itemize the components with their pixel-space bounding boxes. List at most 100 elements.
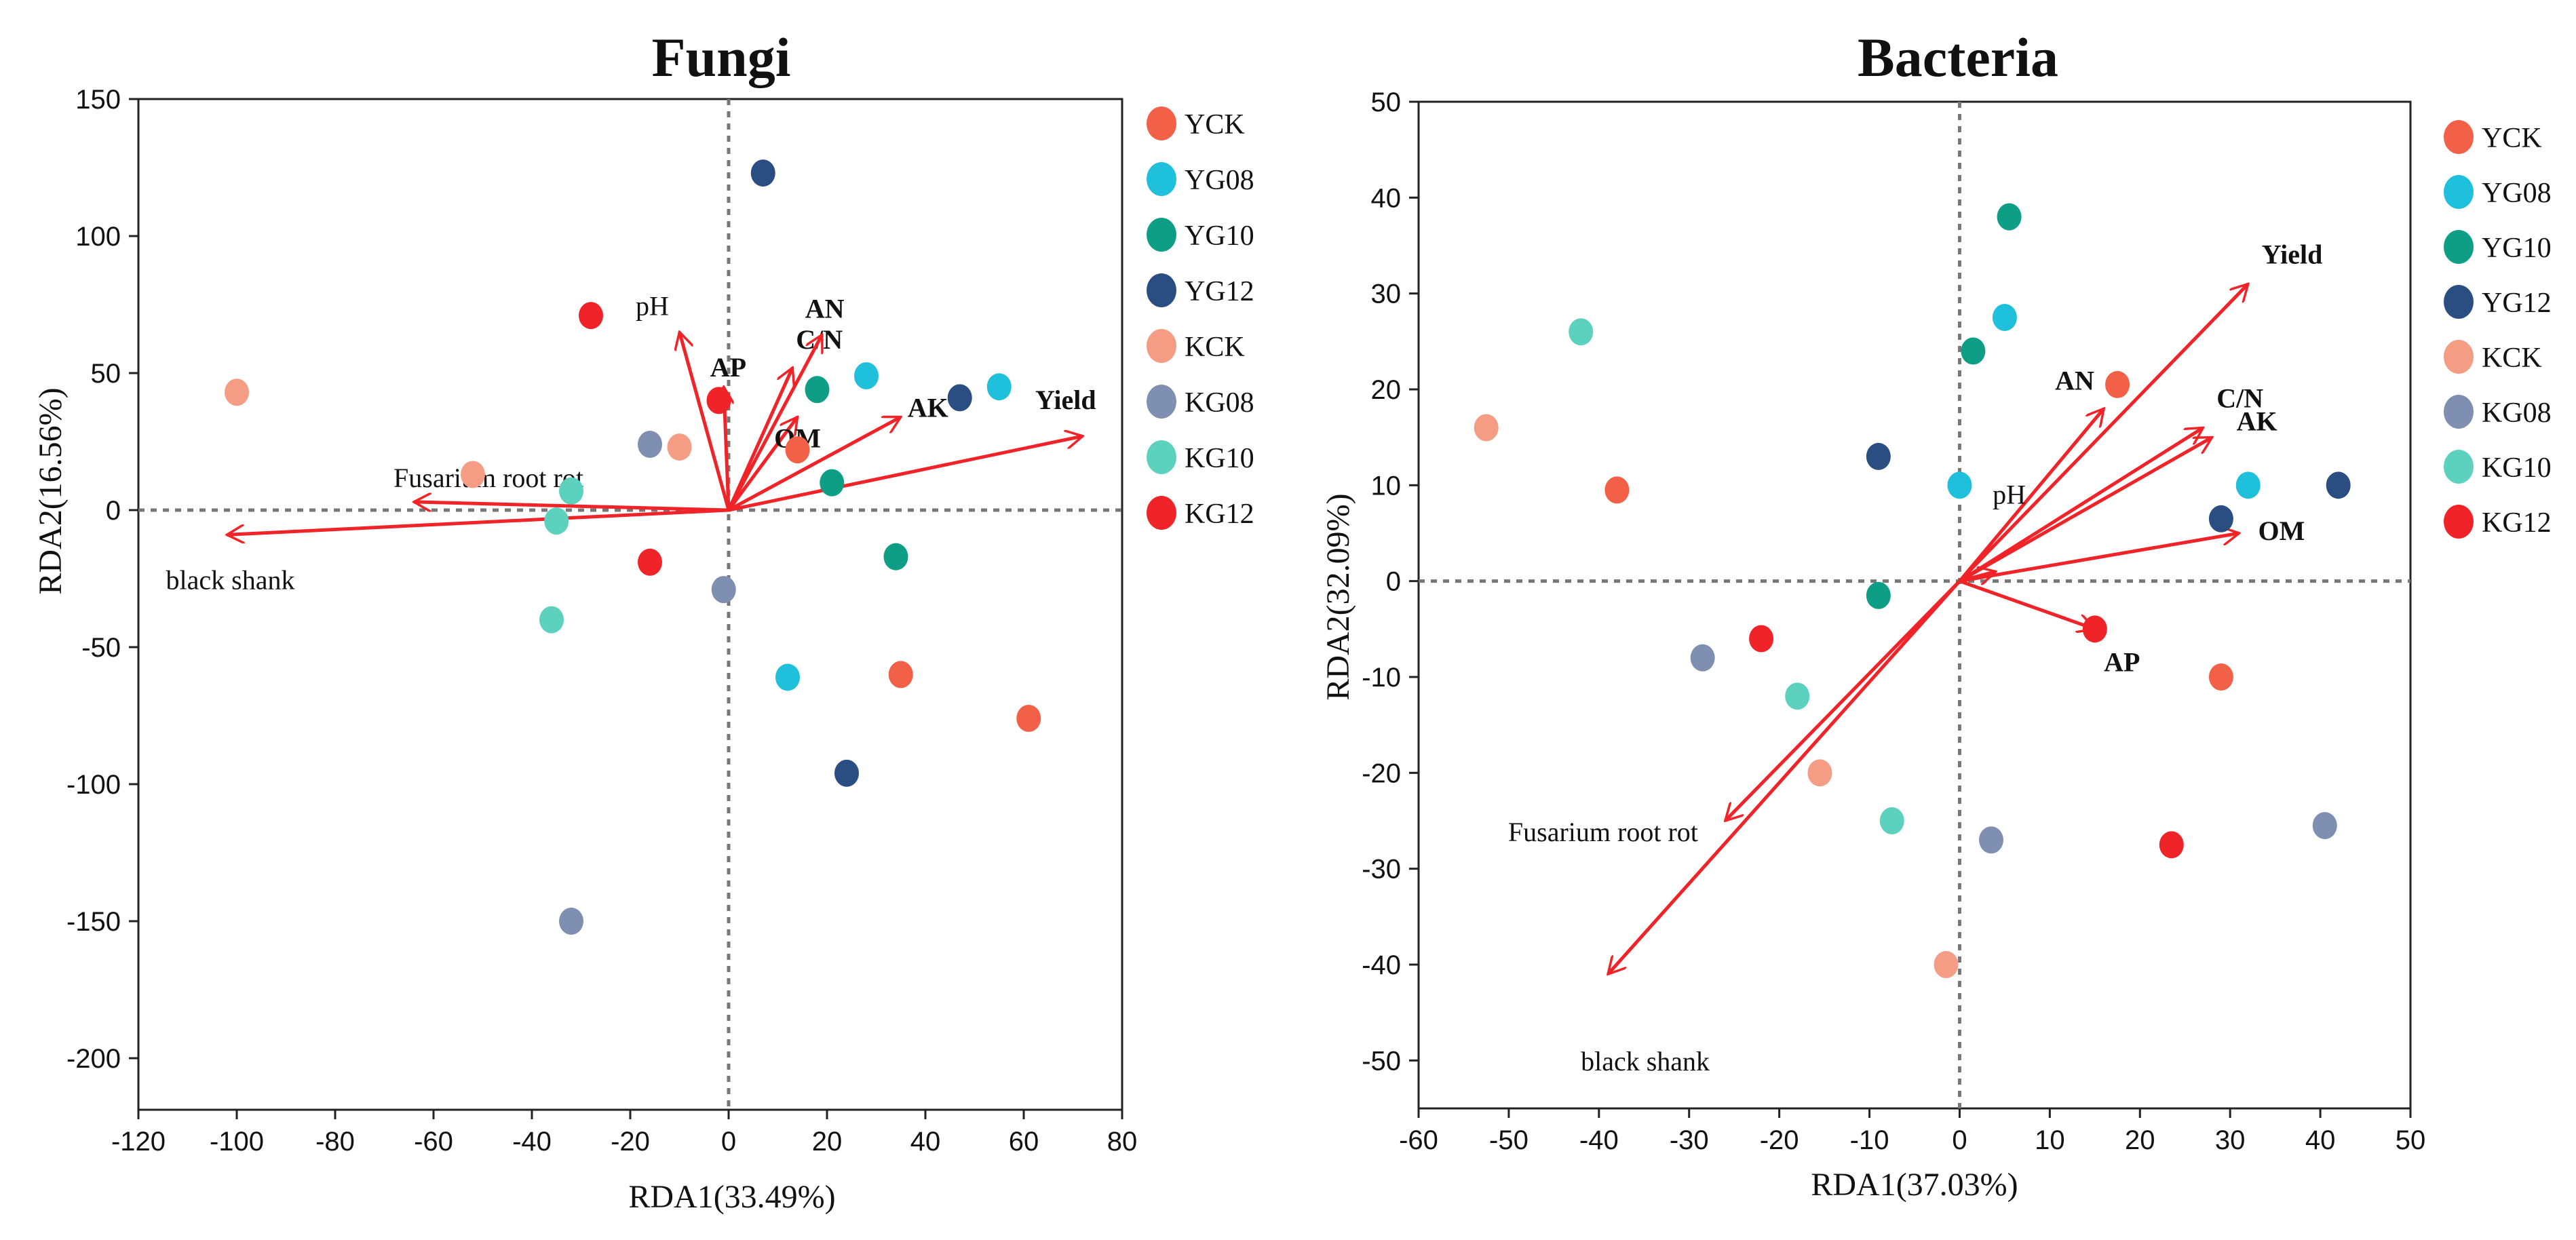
vector-label-ak: AK xyxy=(2237,406,2277,437)
point-kg08 xyxy=(638,431,662,459)
y-tick-label: 40 xyxy=(1371,183,1402,213)
y-tick-label: 10 xyxy=(1371,471,1402,501)
vector-label-c-n: C/N xyxy=(2216,383,2263,414)
point-kg08 xyxy=(1978,826,2003,854)
point-kg12 xyxy=(706,387,731,414)
point-yck xyxy=(785,436,810,464)
point-yg12 xyxy=(750,159,775,187)
x-tick-label: -20 xyxy=(611,1127,650,1157)
vector-label-ak: AK xyxy=(908,393,948,423)
vector-arrow-yield xyxy=(1958,284,2248,583)
legend-label-yg10: YG10 xyxy=(2482,233,2552,264)
x-tick-label: 20 xyxy=(2125,1125,2155,1155)
legend-marker-yg08 xyxy=(1147,162,1176,196)
x-axis-ticks: -120 -100 -80 -60 -40 -20 0 20 40 60 80 xyxy=(111,1110,1137,1157)
point-kck xyxy=(461,461,485,488)
vector-arrow-an xyxy=(727,334,824,511)
point-yg10 xyxy=(805,376,830,404)
environment-vectors: Yield AN C/NAK pH OM AP Fusarium root rot black… xyxy=(1508,239,2323,1077)
x-tick-label: 60 xyxy=(1009,1127,1039,1157)
point-kg12 xyxy=(579,302,603,330)
y-axis-title: RDA2(16.56%) xyxy=(33,387,69,594)
legend-marker-yg12 xyxy=(1147,273,1176,307)
x-tick-label: -20 xyxy=(1760,1125,1799,1155)
x-tick-label: 10 xyxy=(2035,1125,2065,1155)
vector-arrow-ak xyxy=(1959,435,2212,583)
y-tick-label: -50 xyxy=(1362,1046,1401,1076)
x-tick-label: -60 xyxy=(414,1127,453,1157)
point-yg12 xyxy=(1866,442,1891,470)
legend-label-kg12: KG12 xyxy=(1185,499,1254,530)
legend-marker-yg08 xyxy=(2444,175,2474,209)
point-kg08 xyxy=(711,576,736,604)
y-tick-label: 50 xyxy=(1371,88,1402,117)
fungi-panel: Fungi -120 -100 -80 -60 -40 -20 0 20 40 60 80 1501… xyxy=(33,26,1254,1215)
vector-arrow-c-n xyxy=(1959,426,2203,583)
point-yg10 xyxy=(820,469,845,497)
vector-label-an: AN xyxy=(2055,365,2094,395)
vector-arrow-c-n xyxy=(727,368,792,511)
vector-label-ap: AP xyxy=(710,352,746,383)
x-tick-label: 40 xyxy=(2305,1125,2336,1155)
legend-marker-yck xyxy=(1147,106,1176,140)
point-yg08 xyxy=(775,663,800,691)
x-axis-title: RDA1(33.49%) xyxy=(628,1179,835,1215)
vector-label-fusarium-root-rot: Fusarium root rot xyxy=(1508,817,1698,847)
legend-marker-yck xyxy=(2444,120,2474,154)
x-tick-label: -40 xyxy=(512,1127,552,1157)
point-kg10 xyxy=(1879,807,1904,834)
vector-label-fusarium-root-rot: Fusarium root rot xyxy=(393,463,583,493)
y-tick-label: 0 xyxy=(106,496,121,526)
chart-title: Bacteria xyxy=(1858,26,2058,88)
point-yg10 xyxy=(1997,203,2022,231)
y-tick-label: 30 xyxy=(1371,279,1402,309)
legend-label-yg12: YG12 xyxy=(1185,276,1254,307)
x-tick-label: -120 xyxy=(111,1127,166,1157)
bacteria-panel: Bacteria -60 -50 -40 -30 -20 -10 0 10 20 30 40 50 5… xyxy=(1320,26,2552,1203)
point-kg10 xyxy=(539,606,564,634)
point-yg10 xyxy=(1866,581,1891,609)
vector-arrow-yield xyxy=(728,436,1083,512)
legend-marker-kg12 xyxy=(1147,496,1176,530)
point-kck xyxy=(1934,951,1959,978)
legend-marker-kck xyxy=(2444,340,2474,374)
vector-arrow-black-shank xyxy=(1608,579,1961,974)
legend-label-kg12: KG12 xyxy=(2482,507,2552,539)
point-yg12 xyxy=(834,759,859,787)
y-tick-label: 0 xyxy=(1386,567,1401,597)
y-tick-label: 50 xyxy=(91,359,121,389)
x-tick-label: -40 xyxy=(1579,1125,1619,1155)
sample-points xyxy=(1474,203,2351,978)
point-yg10 xyxy=(1961,337,1986,365)
legend: YCK YG08 YG10 YG12 KCK KG08 KG10 KG12 xyxy=(2444,120,2552,539)
point-yg08 xyxy=(1992,304,2017,331)
point-yg10 xyxy=(883,543,908,570)
y-tick-label: 150 xyxy=(75,85,121,115)
legend-label-kg10: KG10 xyxy=(2482,452,2552,484)
y-tick-label: -40 xyxy=(1362,950,1401,980)
legend-label-yck: YCK xyxy=(1185,109,1245,140)
point-yck xyxy=(1604,476,1630,504)
y-axis-ticks: 150 100 50 0 -50 -100 -150 -200 xyxy=(66,85,138,1074)
point-kg08 xyxy=(2312,812,2337,840)
point-kg10 xyxy=(1785,682,1810,710)
legend-label-kck: KCK xyxy=(2482,343,2542,374)
y-tick-label: -30 xyxy=(1362,855,1401,885)
legend-marker-kck xyxy=(1147,329,1176,363)
legend-marker-yg12 xyxy=(2444,285,2474,319)
vector-arrow-ap xyxy=(1959,579,2094,629)
y-tick-label: -20 xyxy=(1362,758,1401,788)
point-yck xyxy=(2208,663,2233,691)
vector-arrow-an xyxy=(1958,408,2104,583)
x-tick-label: 80 xyxy=(1107,1127,1138,1157)
legend-label-yg08: YG08 xyxy=(1185,165,1254,196)
legend-marker-kg10 xyxy=(1147,440,1176,474)
point-yg12 xyxy=(947,384,972,412)
point-yg12 xyxy=(2326,471,2351,499)
point-kg10 xyxy=(544,507,569,535)
y-tick-label: 20 xyxy=(1371,375,1402,405)
point-kg12 xyxy=(1749,625,1774,653)
vector-label-an: AN xyxy=(805,293,845,324)
vector-arrow-om xyxy=(727,417,798,511)
vector-label-black-shank: black shank xyxy=(166,564,295,595)
